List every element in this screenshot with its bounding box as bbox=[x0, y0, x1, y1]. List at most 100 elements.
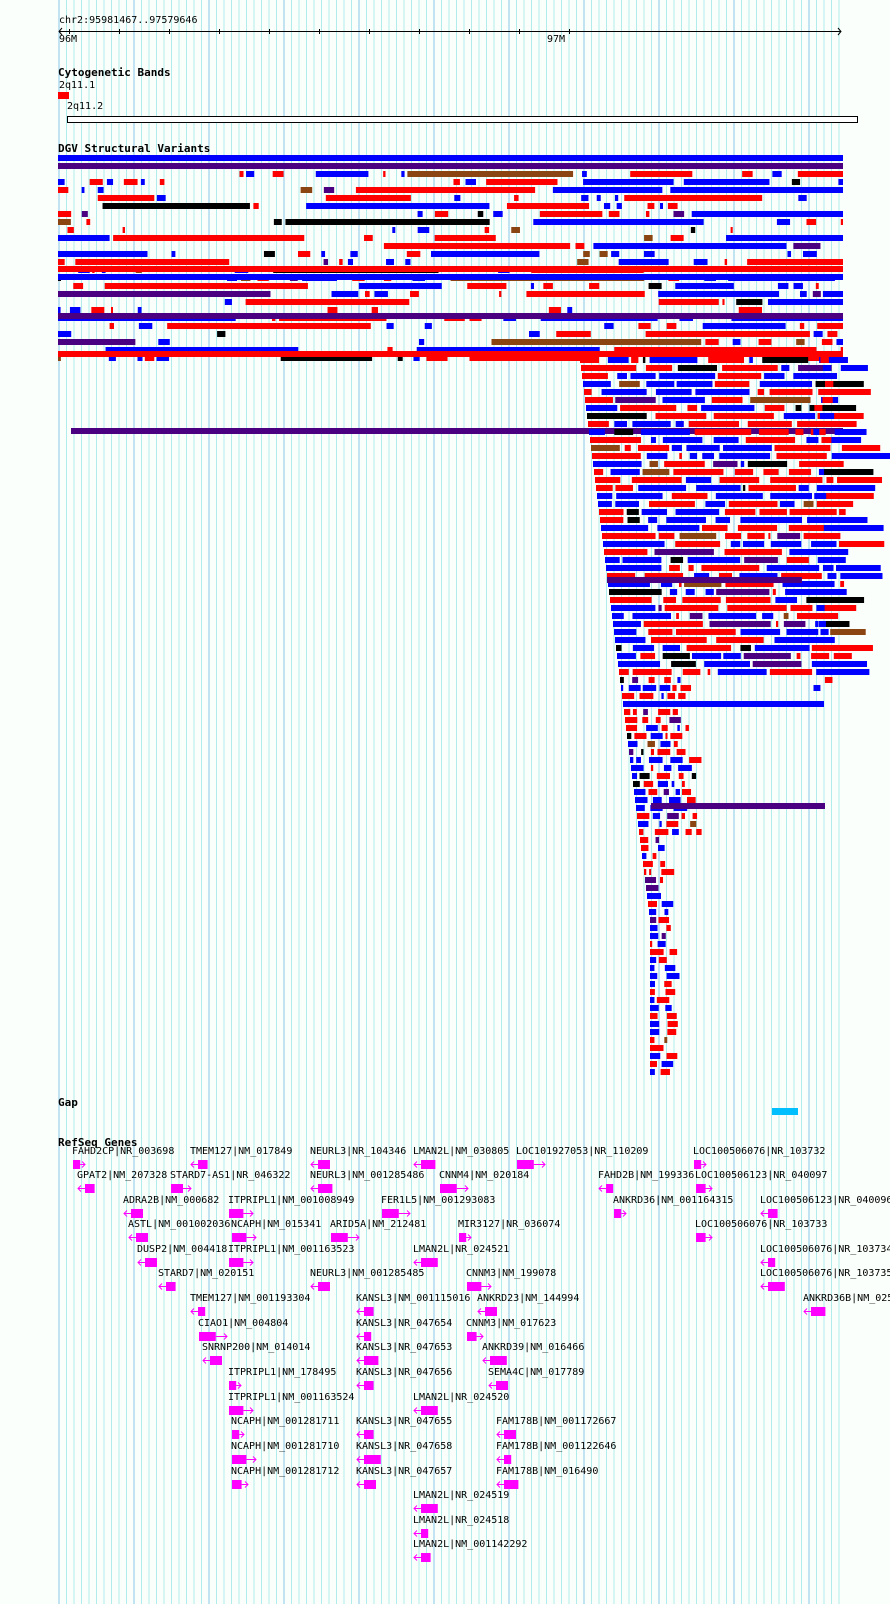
gene-label[interactable]: LMAN2L|NM_030805 bbox=[413, 1146, 510, 1157]
dgv-variant bbox=[659, 373, 716, 379]
gene-label[interactable]: KANSL3|NR_047654 bbox=[356, 1318, 453, 1329]
gene-label[interactable]: STARD7-AS1|NR_046322 bbox=[170, 1170, 291, 1181]
gene-label[interactable]: LOC100506123|NR_040096 bbox=[760, 1195, 890, 1206]
gene-label[interactable]: LOC101927053|NR_110209 bbox=[516, 1146, 649, 1157]
gene-label[interactable]: LMAN2L|NR_024518 bbox=[413, 1515, 510, 1526]
gene-label[interactable]: MIR3127|NR_036074 bbox=[458, 1219, 561, 1230]
gene-label[interactable]: LMAN2L|NR_024519 bbox=[413, 1490, 510, 1501]
strand-left-arrow-icon bbox=[496, 1481, 504, 1488]
gene-label[interactable]: KANSL3|NR_047658 bbox=[356, 1441, 453, 1452]
dgv-variant bbox=[665, 989, 676, 995]
dgv-variant-long bbox=[58, 274, 843, 280]
gene-label[interactable]: NCAPH|NM_001281711 bbox=[231, 1416, 340, 1427]
gene-label[interactable]: KANSL3|NR_047656 bbox=[356, 1367, 453, 1378]
gene-exon bbox=[364, 1455, 381, 1464]
dgv-variant bbox=[663, 789, 669, 795]
gene-label[interactable]: ANKRD23|NM_144994 bbox=[477, 1293, 580, 1304]
dgv-variant bbox=[465, 179, 476, 185]
gene-label[interactable]: NCAPH|NM_001281712 bbox=[231, 1466, 340, 1477]
gene-label[interactable]: CNNM3|NM_199078 bbox=[466, 1268, 557, 1279]
gene-label[interactable]: NEURL3|NR_104346 bbox=[310, 1146, 407, 1157]
gene-label[interactable]: LOC100506076|NR_103734 bbox=[760, 1244, 890, 1255]
dgv-variant bbox=[548, 307, 561, 313]
gene-label[interactable]: CNNM3|NM_017623 bbox=[466, 1318, 557, 1329]
dgv-variant bbox=[609, 589, 662, 595]
dgv-variant bbox=[583, 381, 611, 387]
gene-label[interactable]: ITPRIPL1|NM_001163523 bbox=[228, 1244, 355, 1255]
gene-label[interactable]: ADRA2B|NM_000682 bbox=[123, 1195, 220, 1206]
gene-label[interactable]: NEURL3|NM_001285485 bbox=[310, 1268, 425, 1279]
gene-label[interactable]: GPAT2|NM_207328 bbox=[77, 1170, 168, 1181]
dgv-variant bbox=[493, 211, 503, 217]
dgv-variant bbox=[685, 477, 712, 483]
strand-left-arrow-icon bbox=[202, 1357, 210, 1364]
gene-label[interactable]: CIAO1|NM_004804 bbox=[198, 1318, 289, 1329]
dgv-variant bbox=[645, 877, 657, 883]
gene-label[interactable]: ITPRIPL1|NM_178495 bbox=[228, 1367, 337, 1378]
dgv-variant bbox=[811, 661, 868, 667]
gene-label[interactable]: ITPRIPL1|NM_001163524 bbox=[228, 1392, 355, 1403]
gene-exon bbox=[364, 1356, 379, 1365]
dgv-variant bbox=[635, 797, 648, 803]
dgv-variant bbox=[833, 653, 852, 659]
dgv-variant bbox=[607, 573, 636, 579]
gene-label[interactable]: FAHD2B|NM_199336 bbox=[598, 1170, 695, 1181]
gene-label[interactable]: LOC100506076|NR_103732 bbox=[693, 1146, 826, 1157]
gene-label[interactable]: SNRNP200|NM_014014 bbox=[202, 1342, 311, 1353]
gene-label[interactable]: SEMA4C|NM_017789 bbox=[488, 1367, 585, 1378]
gene-label[interactable]: FAM178B|NM_001122646 bbox=[496, 1441, 617, 1452]
dgv-variant bbox=[605, 557, 620, 563]
gene-label[interactable]: FER1L5|NM_001293083 bbox=[381, 1195, 496, 1206]
dgv-variant bbox=[137, 307, 142, 313]
gene-label[interactable]: ANKRD36|NM_001164315 bbox=[613, 1195, 734, 1206]
gene-label[interactable]: LOC100506076|NR_103733 bbox=[695, 1219, 828, 1230]
dgv-variant bbox=[58, 179, 65, 185]
dgv-variant bbox=[598, 501, 612, 507]
dgv-variant bbox=[646, 381, 675, 387]
cytobands-track-title[interactable]: Cytogenetic Bands bbox=[58, 66, 171, 79]
gene-label[interactable]: LMAN2L|NR_024521 bbox=[413, 1244, 510, 1255]
gene-label[interactable]: NCAPH|NM_015341 bbox=[231, 1219, 322, 1230]
gene-label[interactable]: TMEM127|NM_017849 bbox=[190, 1146, 293, 1157]
gene-label[interactable]: FAM178B|NM_016490 bbox=[496, 1466, 599, 1477]
gene-label[interactable]: CNNM4|NM_020184 bbox=[439, 1170, 530, 1181]
gene-label[interactable]: ANKRD36B|NM_025190 bbox=[803, 1293, 890, 1304]
dgv-variant bbox=[417, 211, 423, 217]
gene-label[interactable]: NEURL3|NM_001285486 bbox=[310, 1170, 425, 1181]
strand-left-arrow-icon bbox=[356, 1456, 364, 1463]
dgv-variant bbox=[253, 203, 259, 209]
gene-label[interactable]: KANSL3|NR_047655 bbox=[356, 1416, 453, 1427]
gene-exon bbox=[504, 1480, 519, 1489]
refseq-track-title[interactable]: RefSeq Genes bbox=[58, 1136, 138, 1149]
dgv-variant bbox=[754, 645, 810, 651]
gene-label[interactable]: KANSL3|NR_047657 bbox=[356, 1466, 453, 1477]
gene-label[interactable]: ASTL|NM_001002036 bbox=[128, 1219, 231, 1230]
gene-label[interactable]: ANKRD39|NM_016466 bbox=[482, 1342, 585, 1353]
gene-label[interactable]: ITPRIPL1|NM_001008949 bbox=[228, 1195, 355, 1206]
dgv-variant bbox=[629, 749, 634, 755]
dgv-variant bbox=[831, 525, 884, 531]
gene-label[interactable]: FAHD2CP|NR_003698 bbox=[72, 1146, 175, 1157]
dgv-track-title[interactable]: DGV Structural Variants bbox=[58, 142, 211, 155]
gene-label[interactable]: DUSP2|NM_004418 bbox=[137, 1244, 228, 1255]
gene-label[interactable]: LOC100506076|NR_103735 bbox=[760, 1268, 890, 1279]
gap-track-title[interactable]: Gap bbox=[58, 1096, 78, 1109]
dgv-variant bbox=[826, 493, 840, 499]
dgv-variant bbox=[672, 709, 678, 715]
gene-label[interactable]: LMAN2L|NR_024520 bbox=[413, 1392, 510, 1403]
dgv-variant bbox=[620, 677, 624, 683]
gene-label[interactable]: LMAN2L|NM_001142292 bbox=[413, 1539, 528, 1550]
gene-label[interactable]: ARID5A|NM_212481 bbox=[330, 1219, 427, 1230]
dgv-variant bbox=[661, 725, 668, 731]
dgv-variant bbox=[539, 211, 603, 217]
gene-label[interactable]: STARD7|NM_020151 bbox=[158, 1268, 255, 1279]
dgv-variant bbox=[58, 219, 71, 225]
dgv-variant-long bbox=[58, 313, 843, 319]
gene-label[interactable]: LOC100506123|NR_040097 bbox=[695, 1170, 828, 1181]
gene-label[interactable]: KANSL3|NR_047653 bbox=[356, 1342, 453, 1353]
gene-label[interactable]: KANSL3|NM_001115016 bbox=[356, 1293, 471, 1304]
gene-label[interactable]: NCAPH|NM_001281710 bbox=[231, 1441, 340, 1452]
gene-label[interactable]: TMEM127|NM_001193304 bbox=[190, 1293, 311, 1304]
dgv-variant bbox=[803, 501, 814, 507]
gene-label[interactable]: FAM178B|NM_001172667 bbox=[496, 1416, 617, 1427]
